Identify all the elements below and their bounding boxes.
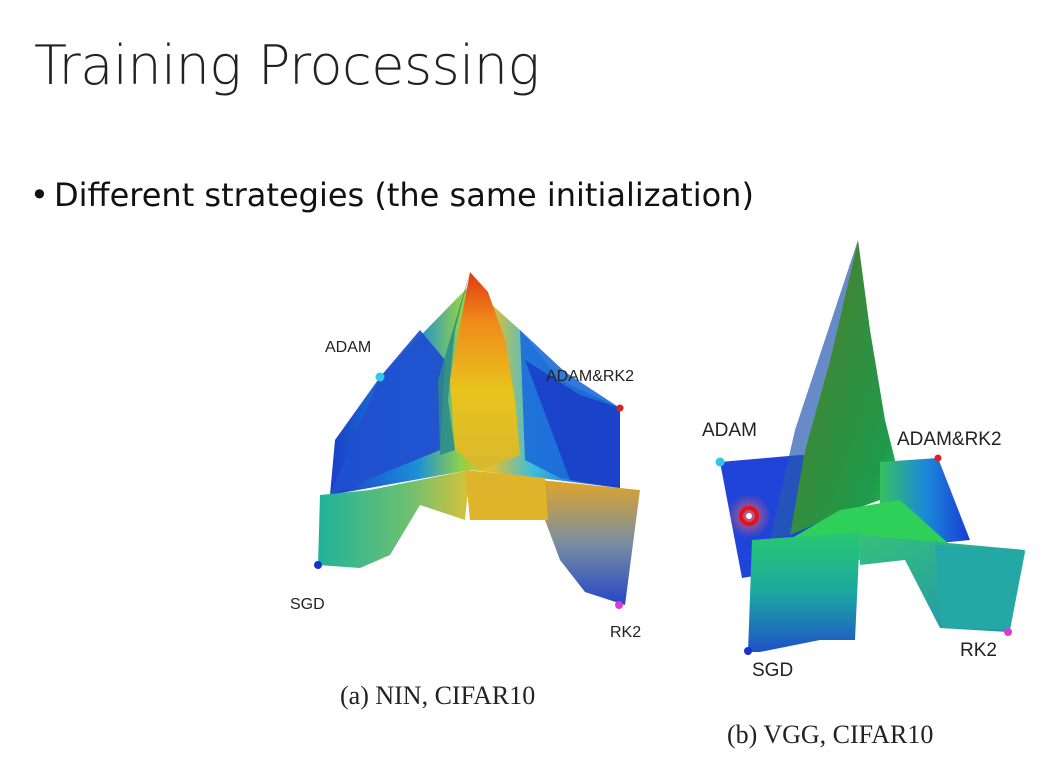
point-adam-b [715, 457, 725, 467]
point-adam-rk2-b [934, 454, 942, 462]
point-sgd-a [314, 561, 322, 569]
label-adam-b: ADAM [702, 420, 757, 441]
label-sgd-b: SGD [752, 660, 793, 681]
label-rk2-a: RK2 [610, 624, 641, 641]
bullet-item: • Different strategies (the same initiali… [30, 176, 754, 214]
caption-a: (a) NIN, CIFAR10 [340, 681, 535, 710]
point-adam-a [375, 372, 385, 382]
label-adam-rk2-b: ADAM&RK2 [897, 429, 1002, 450]
point-sgd-b [744, 647, 752, 655]
label-adam-rk2-a: ADAM&RK2 [546, 368, 634, 385]
point-rk2-b [1004, 628, 1012, 636]
point-adam-rk2-a [616, 404, 624, 412]
point-rk2-a [615, 601, 623, 609]
caption-b: (b) VGG, CIFAR10 [727, 720, 933, 749]
label-sgd-a: SGD [290, 596, 325, 613]
bullet-marker: • [30, 176, 49, 214]
label-adam-a: ADAM [325, 339, 371, 356]
slide-title: Training Processing [34, 34, 540, 97]
cursor-highlight-icon [727, 494, 771, 538]
label-rk2-b: RK2 [960, 640, 997, 661]
bullet-text: Different strategies (the same initializ… [54, 176, 754, 214]
